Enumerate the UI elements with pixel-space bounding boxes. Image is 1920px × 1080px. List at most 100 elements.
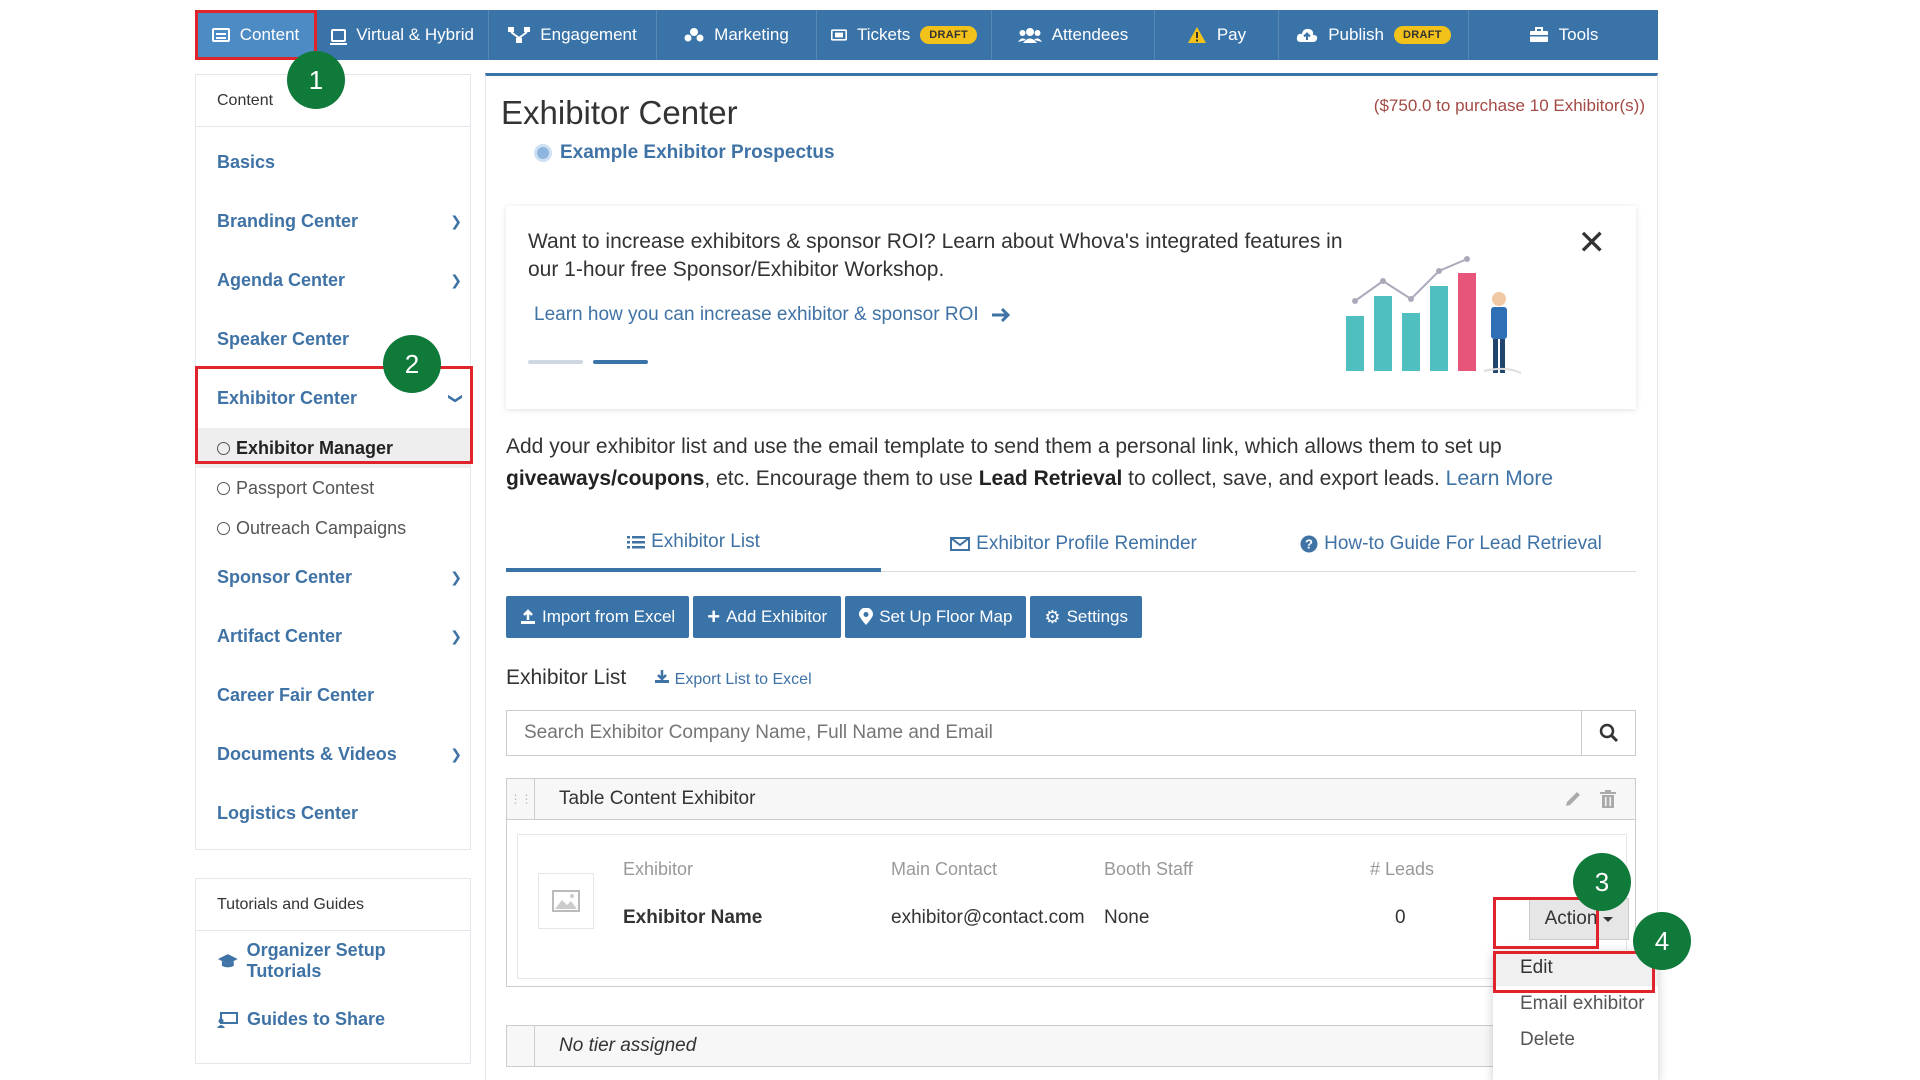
exhibitor-leads: 0 xyxy=(1395,907,1406,928)
cloud-upload-icon xyxy=(1297,28,1318,42)
sidebar-item-basics[interactable]: Basics xyxy=(217,152,276,172)
arrow-right-icon xyxy=(991,307,1010,323)
trash-icon[interactable] xyxy=(1599,789,1617,809)
tutorials-header: Tutorials and Guides xyxy=(196,879,470,931)
tickets-draft-badge: DRAFT xyxy=(920,26,977,44)
no-tier-header: No tier assigned xyxy=(506,1025,1636,1067)
monitor-icon xyxy=(329,28,348,45)
drag-handle-icon[interactable]: ⋮⋮ xyxy=(507,779,535,819)
publish-draft-badge: DRAFT xyxy=(1393,26,1451,44)
menu-item-delete[interactable]: Delete xyxy=(1520,1029,1575,1050)
image-icon xyxy=(552,890,580,912)
menu-item-email-exhibitor[interactable]: Email exhibitor xyxy=(1520,993,1645,1014)
nav-content[interactable]: Content xyxy=(195,10,317,60)
nav-publish[interactable]: Publish DRAFT xyxy=(1279,10,1469,60)
sidebar-item-exhibitor-center[interactable]: Exhibitor Center ❯ xyxy=(217,388,465,408)
banner-link[interactable]: Learn how you can increase exhibitor & s… xyxy=(534,304,1011,326)
learn-more-link[interactable]: Learn More xyxy=(1445,467,1554,490)
add-exhibitor-button[interactable]: + Add Exhibitor xyxy=(693,596,842,638)
sidebar-item-speaker-center[interactable]: Speaker Center xyxy=(217,329,350,349)
step-badge-4: 4 xyxy=(1633,912,1691,970)
chevron-right-icon: ❯ xyxy=(450,746,462,762)
circle-icon xyxy=(217,521,230,535)
search-button[interactable] xyxy=(1581,711,1635,755)
question-circle-icon: ? xyxy=(1300,535,1318,553)
price-note: ($750.0 to purchase 10 Exhibitor(s)) xyxy=(1373,96,1645,115)
sidebar-item-organizer-setup-tutorials[interactable]: Organizer Setup Tutorials xyxy=(196,931,470,990)
exhibitor-staff: None xyxy=(1104,907,1150,928)
exhibitor-tabs: Exhibitor List Exhibitor Profile Reminde… xyxy=(506,516,1636,572)
tier-tools xyxy=(1563,789,1617,809)
prospectus-link[interactable]: Example Exhibitor Prospectus xyxy=(534,142,835,164)
sidebar-item-career-fair-center[interactable]: Career Fair Center xyxy=(217,685,375,705)
circle-icon xyxy=(217,481,230,495)
tier-body: Exhibitor Main Contact Booth Staff # Lea… xyxy=(506,820,1636,987)
marketing-icon xyxy=(684,28,704,42)
settings-button[interactable]: ⚙ Settings xyxy=(1030,596,1142,638)
content-sidebar: Content Basics Branding Center ❯ Agenda C… xyxy=(195,74,471,850)
nav-virtual-hybrid[interactable]: Virtual & Hybrid xyxy=(317,10,489,60)
no-tier-label: No tier assigned xyxy=(559,1035,697,1056)
content-icon xyxy=(211,28,230,42)
sidebar-item-documents-videos[interactable]: Documents & Videos ❯ xyxy=(217,744,462,764)
import-excel-button[interactable]: Import from Excel xyxy=(506,596,690,638)
tier-name: Table Content Exhibitor xyxy=(559,788,756,809)
growth-chart-illustration xyxy=(1346,256,1522,374)
sidebar-subitem-outreach-campaigns[interactable]: Outreach Campaigns xyxy=(196,508,470,548)
nav-tools[interactable]: Tools xyxy=(1469,10,1658,60)
exhibitor-contact: exhibitor@contact.com xyxy=(891,907,1085,928)
carousel-dot[interactable] xyxy=(528,360,583,364)
gear-icon: ⚙ xyxy=(1044,607,1061,627)
floor-map-button[interactable]: Set Up Floor Map xyxy=(845,596,1027,638)
carousel-dot-active[interactable] xyxy=(593,360,648,364)
col-header-main-contact: Main Contact xyxy=(891,859,998,879)
search-input[interactable] xyxy=(507,711,1581,755)
export-excel-link[interactable]: Export List to Excel xyxy=(654,669,812,689)
nav-pay[interactable]: Pay xyxy=(1155,10,1279,60)
tier-header: ⋮⋮ Table Content Exhibitor xyxy=(506,778,1636,820)
chevron-right-icon: ❯ xyxy=(450,272,462,288)
svg-text:?: ? xyxy=(1305,537,1313,552)
page-title: Exhibitor Center xyxy=(501,94,738,131)
step-badge-2: 2 xyxy=(383,335,441,393)
prospectus-icon xyxy=(534,144,552,162)
sidebar-subitem-exhibitor-manager[interactable]: Exhibitor Manager xyxy=(196,428,470,468)
top-navigation: Content Virtual & Hybrid Engagement Mark… xyxy=(195,10,1658,60)
caret-down-icon xyxy=(1603,916,1614,922)
tab-lead-retrieval-guide[interactable]: ? How-to Guide For Lead Retrieval xyxy=(1266,516,1636,572)
nav-engagement[interactable]: Engagement xyxy=(489,10,657,60)
nav-tickets[interactable]: Tickets DRAFT xyxy=(817,10,992,60)
step-badge-1: 1 xyxy=(287,51,345,109)
pencil-icon[interactable] xyxy=(1563,789,1583,809)
search-icon xyxy=(1599,723,1618,743)
ticket-icon xyxy=(831,29,847,41)
engagement-icon xyxy=(508,27,531,43)
sidebar-subitem-passport-contest[interactable]: Passport Contest xyxy=(196,468,470,508)
tab-exhibitor-profile-reminder[interactable]: Exhibitor Profile Reminder xyxy=(881,516,1266,572)
exhibitor-name: Exhibitor Name xyxy=(623,907,763,928)
step-badge-3: 3 xyxy=(1573,853,1631,911)
menu-item-edit[interactable]: Edit xyxy=(1493,950,1658,986)
chevron-right-icon: ❯ xyxy=(450,628,462,644)
nav-attendees[interactable]: Attendees xyxy=(992,10,1155,60)
nav-marketing[interactable]: Marketing xyxy=(657,10,817,60)
banner-text: Want to increase exhibitors & sponsor RO… xyxy=(528,230,1343,281)
sidebar-item-sponsor-center[interactable]: Sponsor Center ❯ xyxy=(217,567,462,587)
workshop-banner: Want to increase exhibitors & sponsor RO… xyxy=(506,206,1636,409)
tab-exhibitor-list[interactable]: Exhibitor List xyxy=(506,516,881,572)
sidebar-item-logistics-center[interactable]: Logistics Center xyxy=(217,803,359,823)
action-buttons: Import from Excel + Add Exhibitor Set Up… xyxy=(506,596,1142,638)
toolbox-icon xyxy=(1529,27,1548,42)
tutorials-sidebar: Tutorials and Guides Organizer Setup Tut… xyxy=(195,878,471,1064)
chevron-down-icon: ❯ xyxy=(448,392,465,405)
download-icon xyxy=(655,670,670,683)
upload-icon xyxy=(521,609,535,624)
chevron-right-icon: ❯ xyxy=(450,569,462,585)
sidebar-item-branding-center[interactable]: Branding Center ❯ xyxy=(217,211,462,231)
close-icon[interactable]: ✕ xyxy=(1577,224,1607,262)
sidebar-item-artifact-center[interactable]: Artifact Center ❯ xyxy=(217,626,462,646)
sidebar-item-agenda-center[interactable]: Agenda Center ❯ xyxy=(217,270,462,290)
sidebar-item-guides-to-share[interactable]: Guides to Share xyxy=(196,990,470,1049)
exhibitor-logo-placeholder xyxy=(538,873,594,929)
